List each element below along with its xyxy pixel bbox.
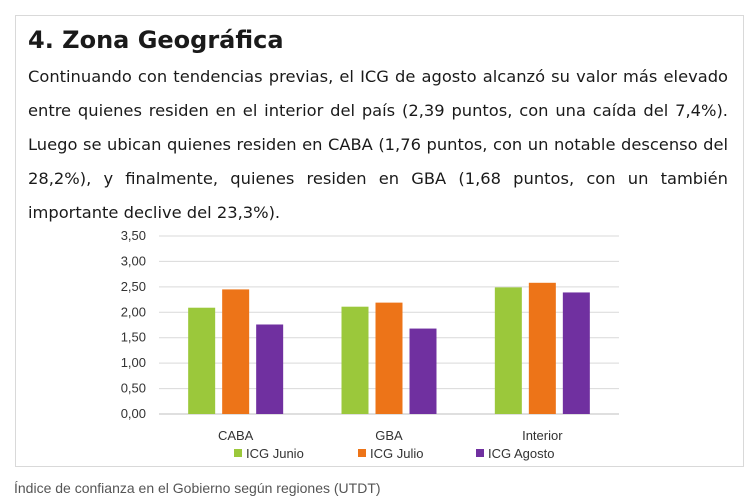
legend-label: ICG Junio [246, 446, 304, 461]
legend-swatch [234, 449, 242, 457]
bar-chart: 0,00 0,50 1,00 1,50 2,00 2,50 3,00 3,50 CABA GBA I… [121, 228, 619, 461]
y-tick-label: 3,50 [121, 228, 146, 243]
y-tick-label: 3,00 [121, 253, 146, 268]
bar-gba-2 [375, 302, 403, 414]
section-heading: 4. Zona Geográfica [28, 26, 284, 54]
section-paragraph: Continuando con tendencias previas, el I… [28, 67, 728, 222]
y-tick-label: 2,50 [121, 279, 146, 294]
figure-caption: Índice de confianza en el Gobierno según… [14, 480, 381, 496]
legend-swatch [358, 449, 366, 457]
category-label: CABA [218, 428, 254, 443]
category-label: GBA [375, 428, 403, 443]
bar-caba-3 [256, 324, 284, 414]
bar-interior-1 [494, 287, 522, 414]
article-card: 4. Zona Geográfica Continuando con tende… [15, 15, 744, 467]
legend-label: ICG Agosto [488, 446, 554, 461]
bar-caba-1 [188, 307, 216, 414]
y-tick-label: 1,00 [121, 355, 146, 370]
category-label: Interior [522, 428, 563, 443]
bar-caba-2 [222, 289, 250, 414]
bar-gba-1 [341, 306, 369, 414]
legend-label: ICG Julio [370, 446, 423, 461]
legend-swatch [476, 449, 484, 457]
y-tick-label: 0,00 [121, 406, 146, 421]
y-tick-label: 1,50 [121, 330, 146, 345]
bar-interior-3 [562, 292, 590, 414]
y-tick-label: 2,00 [121, 304, 146, 319]
y-tick-label: 0,50 [121, 381, 146, 396]
bar-interior-2 [528, 282, 556, 414]
bar-gba-3 [409, 328, 437, 414]
